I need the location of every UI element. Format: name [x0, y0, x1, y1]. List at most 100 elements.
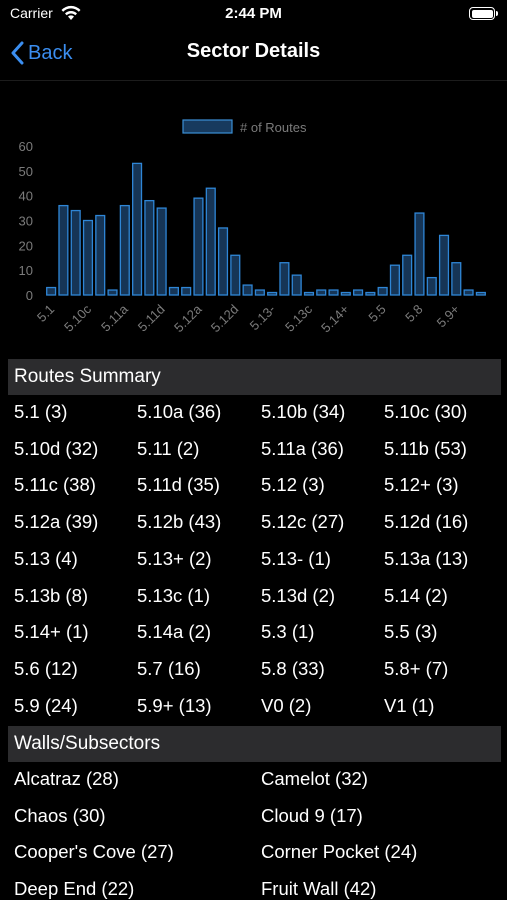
routes-summary-title: Routes Summary	[14, 366, 161, 387]
back-button[interactable]: Back	[10, 38, 72, 68]
bar-5.13b	[291, 274, 302, 296]
route-grade-item: 5.12c (27)	[261, 511, 345, 533]
route-grade-item: 5.13 (4)	[14, 547, 78, 569]
route-grade-item: 5.14 (2)	[384, 584, 448, 606]
y-tick-label: 20	[19, 238, 33, 253]
x-tick-label: 5.12a	[171, 301, 205, 335]
x-tick-label: 5.8	[402, 302, 425, 325]
bar-5.12	[168, 286, 179, 296]
route-grade-item: 5.13+ (2)	[137, 547, 212, 569]
bar-5.9+	[451, 262, 462, 296]
bar-5.13a	[279, 262, 290, 296]
status-bar: Carrier 2:44 PM	[0, 0, 507, 30]
bar-5.7	[402, 254, 413, 296]
bar-5.10d	[95, 214, 106, 296]
wall-item[interactable]: Deep End (22)	[14, 878, 135, 900]
wall-item[interactable]: Camelot (32)	[261, 768, 368, 789]
route-grade-item: 5.14+ (1)	[14, 621, 89, 643]
routes-bar-chart: # of Routes 0 10 20 30 40 50 60 5.1 5.10c 5.11a 5.1…	[0, 88, 507, 356]
wall-item[interactable]: Chaos (30)	[14, 804, 106, 826]
route-grade-item: 5.10d (32)	[14, 437, 99, 459]
bar-5.12b	[205, 187, 216, 296]
bar-5.14+	[340, 291, 351, 296]
bar-5.6	[389, 264, 400, 296]
y-tick-label: 10	[19, 263, 33, 278]
legend-swatch	[182, 119, 233, 134]
y-tick-label: 60	[19, 139, 33, 154]
bar-5.12a	[193, 197, 204, 296]
bar-5.12c	[217, 227, 229, 296]
bar-5.11a	[119, 204, 130, 296]
route-grade-item: 5.13- (1)	[261, 547, 331, 569]
route-grade-item: 5.14a (2)	[137, 621, 212, 643]
route-grade-item: 5.6 (12)	[14, 657, 78, 679]
bar-5.11d	[156, 207, 167, 296]
route-grade-item: 5.13a (13)	[384, 547, 469, 569]
x-tick-label: 5.14+	[318, 302, 352, 336]
route-grade-item: 5.12+ (3)	[384, 474, 459, 496]
chevron-left-icon	[11, 41, 24, 65]
bar-5.3	[365, 291, 376, 296]
route-grade-item: 5.3 (1)	[261, 621, 315, 643]
route-grade-item: 5.12d (16)	[384, 511, 469, 533]
walls-header: Walls/Subsectors	[8, 726, 501, 762]
route-grade-item: 5.11d (35)	[137, 474, 220, 496]
route-grade-item: 5.11a (36)	[261, 437, 344, 459]
bar-5.5	[377, 286, 388, 296]
route-grade-item: 5.11 (2)	[137, 437, 200, 459]
bar-5.12d	[230, 254, 241, 296]
x-tick-label: 5.9+	[434, 302, 463, 331]
x-tick-label: 5.10c	[61, 301, 94, 334]
x-tick-label: 5.13-	[247, 302, 279, 334]
bar-5.12+	[181, 286, 192, 296]
bar-5.11c	[144, 199, 155, 296]
x-tick-label: 5.5	[365, 302, 388, 325]
y-tick-label: 40	[19, 189, 33, 204]
bar-5.14a	[353, 289, 364, 296]
route-grade-item: 5.13c (1)	[137, 584, 211, 606]
y-tick-label: 0	[26, 288, 33, 303]
bar-V0	[463, 289, 474, 296]
route-grade-item: 5.8+ (7)	[384, 657, 449, 679]
routes-summary-header: Routes Summary	[8, 359, 501, 395]
bar-V1	[475, 291, 486, 296]
x-tick-label: 5.11d	[135, 302, 168, 335]
wall-item[interactable]: Alcatraz (28)	[14, 768, 119, 789]
wall-item[interactable]: Fruit Wall (42)	[261, 878, 377, 900]
route-grade-item: 5.12 (3)	[261, 474, 325, 496]
battery-icon	[469, 7, 498, 20]
route-grade-item: 5.13b (8)	[14, 584, 89, 606]
bar-5.14	[328, 289, 339, 296]
bar-5.13	[242, 284, 253, 296]
bar-5.8+	[426, 276, 437, 296]
route-grade-item: 5.5 (3)	[384, 621, 438, 643]
wall-item[interactable]: Cooper's Cove (27)	[14, 841, 174, 863]
route-grade-item: 5.12b (43)	[137, 511, 222, 533]
route-grade-item: 5.13d (2)	[261, 584, 336, 606]
wall-item[interactable]: Cloud 9 (17)	[261, 804, 363, 826]
wall-item[interactable]: Corner Pocket (24)	[261, 841, 418, 863]
legend-label: # of Routes	[240, 120, 307, 135]
navigation-bar: Back Sector Details	[0, 30, 507, 81]
bar-5.13-	[267, 291, 278, 296]
y-tick-label: 30	[19, 214, 33, 229]
route-grade-item: V0 (2)	[261, 694, 312, 716]
wifi-icon	[61, 5, 81, 20]
route-grade-item: 5.10a (36)	[137, 401, 222, 422]
route-grade-item: 5.10c (30)	[384, 401, 468, 422]
route-grade-item: 5.7 (16)	[137, 657, 201, 679]
bar-5.9	[438, 234, 450, 296]
carrier-label: Carrier	[10, 5, 53, 21]
bar-5.13+	[254, 289, 265, 296]
bar-5.11b	[132, 162, 143, 296]
route-grade-item: V1 (1)	[384, 694, 435, 716]
x-tick-label: 5.12d	[208, 302, 242, 336]
bar-5.13d	[316, 289, 327, 296]
back-label: Back	[28, 41, 73, 64]
bar-5.10b	[70, 209, 81, 296]
route-grade-item: 5.11b (53)	[384, 437, 467, 459]
route-grade-item: 5.1 (3)	[14, 401, 68, 422]
bar-5.1	[46, 286, 57, 296]
clock: 2:44 PM	[225, 5, 282, 22]
